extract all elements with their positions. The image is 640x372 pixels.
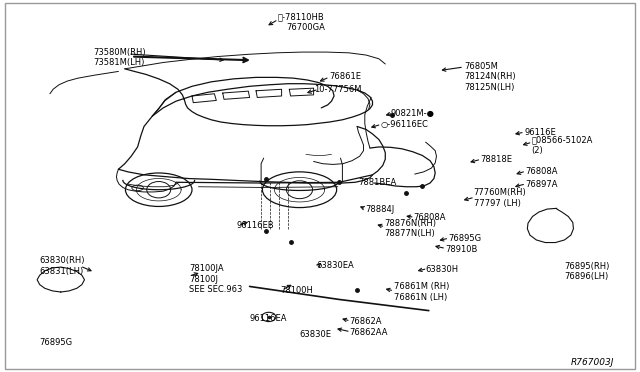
Text: Ⓢ08566-5102A
(2): Ⓢ08566-5102A (2) bbox=[531, 135, 593, 155]
Text: 78124N(RH)
78125N(LH): 78124N(RH) 78125N(LH) bbox=[464, 72, 516, 92]
Text: 78876N(RH)
78877N(LH): 78876N(RH) 78877N(LH) bbox=[384, 219, 436, 238]
Text: 76700GA: 76700GA bbox=[286, 23, 325, 32]
Text: 90821M-●: 90821M-● bbox=[390, 109, 435, 118]
Text: 63830H: 63830H bbox=[426, 265, 459, 274]
Text: 76861E: 76861E bbox=[330, 72, 362, 81]
Text: 76895G: 76895G bbox=[40, 339, 73, 347]
Text: 10-77756M: 10-77756M bbox=[314, 85, 361, 94]
Text: Ⓢ-78110HB: Ⓢ-78110HB bbox=[277, 12, 324, 21]
Text: 73580M(RH)
73581M(LH): 73580M(RH) 73581M(LH) bbox=[93, 48, 145, 67]
Text: R767003J: R767003J bbox=[571, 358, 614, 367]
Text: 76805M: 76805M bbox=[464, 62, 498, 71]
Text: 63830E: 63830E bbox=[300, 330, 332, 339]
Text: 76808A: 76808A bbox=[525, 167, 557, 176]
Text: 96116EA: 96116EA bbox=[250, 314, 287, 323]
Text: 96116E: 96116E bbox=[525, 128, 557, 137]
Text: 7881BEA: 7881BEA bbox=[358, 178, 397, 187]
Text: 76895(RH)
76896(LH): 76895(RH) 76896(LH) bbox=[564, 262, 610, 281]
Text: 76862AA: 76862AA bbox=[349, 328, 387, 337]
Text: 78818E: 78818E bbox=[480, 155, 512, 164]
Text: 76897A: 76897A bbox=[525, 180, 557, 189]
Text: 76862A: 76862A bbox=[349, 317, 381, 326]
Text: 77760M(RH)
77797 (LH): 77760M(RH) 77797 (LH) bbox=[474, 188, 526, 208]
Text: 63830EA: 63830EA bbox=[317, 262, 355, 270]
Text: 76895G: 76895G bbox=[448, 234, 481, 243]
Text: 78100JA
78100J
SEE SEC.963: 78100JA 78100J SEE SEC.963 bbox=[189, 264, 242, 294]
Text: 76861M (RH)
76861N (LH): 76861M (RH) 76861N (LH) bbox=[394, 282, 449, 302]
Text: 78884J: 78884J bbox=[365, 205, 394, 214]
Text: 78100H: 78100H bbox=[280, 286, 313, 295]
Text: ○-96116EC: ○-96116EC bbox=[381, 120, 429, 129]
Text: 96116EB: 96116EB bbox=[237, 221, 275, 230]
Text: 63830(RH)
63831(LH): 63830(RH) 63831(LH) bbox=[40, 256, 85, 276]
Text: 78910B: 78910B bbox=[445, 245, 477, 254]
Text: 76808A: 76808A bbox=[413, 213, 445, 222]
